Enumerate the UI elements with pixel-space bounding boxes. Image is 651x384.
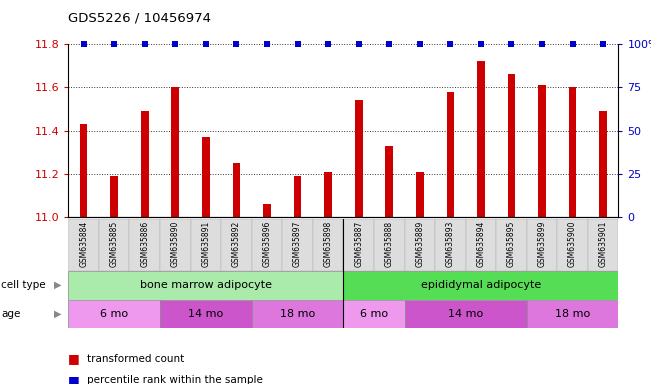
Bar [324, 172, 332, 217]
Bar [477, 61, 485, 217]
Bar [465, 219, 496, 271]
Bar [344, 300, 404, 328]
Bar [68, 271, 344, 300]
Bar [191, 219, 221, 271]
Text: GSM635895: GSM635895 [507, 220, 516, 267]
Text: GSM635899: GSM635899 [538, 220, 547, 267]
Text: 6 mo: 6 mo [100, 309, 128, 319]
Bar [404, 300, 527, 328]
Text: GSM635892: GSM635892 [232, 220, 241, 266]
Bar [588, 219, 618, 271]
Text: epididymal adipocyte: epididymal adipocyte [421, 280, 541, 290]
Text: 14 mo: 14 mo [448, 309, 483, 319]
Bar [111, 176, 118, 217]
Bar [141, 111, 148, 217]
Bar [416, 172, 424, 217]
Text: GSM635894: GSM635894 [477, 220, 486, 267]
Text: ▶: ▶ [54, 309, 62, 319]
Bar [294, 176, 301, 217]
Bar [68, 219, 99, 271]
Bar [283, 219, 313, 271]
Text: GSM635897: GSM635897 [293, 220, 302, 267]
Text: GDS5226 / 10456974: GDS5226 / 10456974 [68, 12, 212, 25]
Bar [252, 300, 343, 328]
Bar [527, 300, 618, 328]
Text: ▶: ▶ [54, 280, 62, 290]
Text: GSM635896: GSM635896 [262, 220, 271, 267]
Text: ■: ■ [68, 353, 80, 366]
Bar [569, 88, 576, 217]
Text: bone marrow adipocyte: bone marrow adipocyte [140, 280, 272, 290]
Bar [435, 219, 465, 271]
Text: GSM635886: GSM635886 [140, 220, 149, 266]
Bar [344, 219, 374, 271]
Text: GSM635901: GSM635901 [599, 220, 607, 267]
Bar [221, 219, 252, 271]
Text: percentile rank within the sample: percentile rank within the sample [87, 375, 262, 384]
Text: GSM635885: GSM635885 [110, 220, 118, 266]
Bar [344, 271, 618, 300]
Text: GSM635884: GSM635884 [79, 220, 88, 266]
Bar [160, 219, 191, 271]
Text: GSM635900: GSM635900 [568, 220, 577, 267]
Bar [160, 300, 252, 328]
Bar [313, 219, 344, 271]
Bar [263, 204, 271, 217]
Text: GSM635890: GSM635890 [171, 220, 180, 267]
Bar [600, 111, 607, 217]
Bar [538, 85, 546, 217]
Bar [171, 88, 179, 217]
Text: 18 mo: 18 mo [280, 309, 315, 319]
Text: ■: ■ [68, 374, 80, 384]
Text: GSM635887: GSM635887 [354, 220, 363, 266]
Bar [496, 219, 527, 271]
Bar [68, 300, 160, 328]
Text: GSM635898: GSM635898 [324, 220, 333, 266]
Bar [374, 219, 404, 271]
Text: GSM635888: GSM635888 [385, 220, 394, 266]
Text: GSM635893: GSM635893 [446, 220, 455, 267]
Bar [99, 219, 130, 271]
Bar [527, 219, 557, 271]
Bar [252, 219, 283, 271]
Bar [355, 100, 363, 217]
Text: GSM635889: GSM635889 [415, 220, 424, 266]
Text: 18 mo: 18 mo [555, 309, 590, 319]
Bar [130, 219, 160, 271]
Text: cell type: cell type [1, 280, 46, 290]
Bar [557, 219, 588, 271]
Bar [232, 163, 240, 217]
Bar [80, 124, 87, 217]
Text: transformed count: transformed count [87, 354, 184, 364]
Bar [385, 146, 393, 217]
Bar [508, 74, 516, 217]
Text: age: age [1, 309, 21, 319]
Bar [202, 137, 210, 217]
Text: GSM635891: GSM635891 [201, 220, 210, 266]
Bar [404, 219, 435, 271]
Text: 6 mo: 6 mo [360, 309, 388, 319]
Text: 14 mo: 14 mo [188, 309, 223, 319]
Bar [447, 92, 454, 217]
